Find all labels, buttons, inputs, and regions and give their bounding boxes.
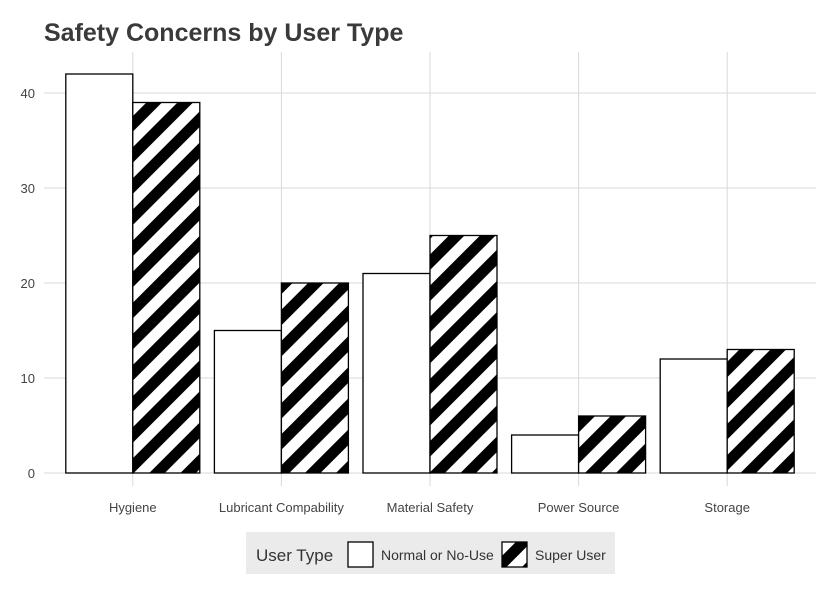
bar-normal-user xyxy=(362,272,431,474)
bar-normal-user xyxy=(65,73,134,474)
bar-super-user xyxy=(280,282,350,474)
bar-normal-user xyxy=(213,329,283,474)
x-tick-label: Lubricant Compability xyxy=(219,500,345,515)
legend-key-normal-user xyxy=(347,541,374,568)
bar-super-user xyxy=(429,234,498,474)
legend: User Type Normal or No-Use Super User xyxy=(246,532,615,574)
bar-super-user xyxy=(577,415,647,474)
x-tick-label: Hygiene xyxy=(109,500,157,515)
x-tick-label: Material Safety xyxy=(387,500,474,515)
legend-key-super-user xyxy=(501,541,528,568)
x-tick-label: Power Source xyxy=(538,500,620,515)
bar-super-user xyxy=(726,348,795,474)
legend-background xyxy=(246,532,615,574)
y-tick-label: 40 xyxy=(21,86,35,101)
legend-title: User Type xyxy=(256,546,333,565)
y-tick-label: 0 xyxy=(28,466,35,481)
chart-title: Safety Concerns by User Type xyxy=(44,19,403,47)
x-tick-label: Storage xyxy=(704,500,750,515)
y-tick-label: 20 xyxy=(21,276,35,291)
y-tick-label: 30 xyxy=(21,181,35,196)
legend-label: Super User xyxy=(535,547,606,563)
bar-normal-user xyxy=(659,358,728,474)
bar-super-user xyxy=(132,101,201,474)
y-tick-label: 10 xyxy=(21,371,35,386)
bars xyxy=(65,73,795,474)
bar-normal-user xyxy=(510,434,580,474)
legend-label: Normal or No-Use xyxy=(381,547,494,563)
axis-labels: 0 10 20 30 40 Hygiene Lubricant Compability Mat… xyxy=(21,86,750,515)
